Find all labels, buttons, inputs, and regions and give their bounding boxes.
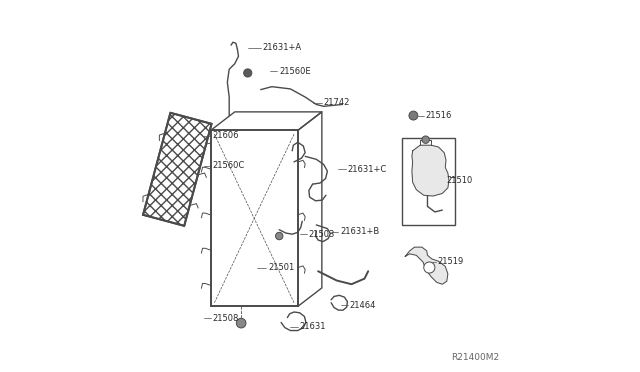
Text: 21606: 21606 (212, 131, 239, 141)
Circle shape (422, 136, 429, 143)
Text: 21508: 21508 (212, 314, 239, 323)
Text: 21519: 21519 (438, 257, 464, 266)
Circle shape (244, 69, 252, 77)
Text: 21631+A: 21631+A (262, 42, 301, 51)
Text: 21516: 21516 (426, 111, 452, 120)
Text: 21560E: 21560E (279, 67, 311, 76)
Text: 21560C: 21560C (212, 161, 244, 170)
Text: 21510: 21510 (446, 176, 472, 185)
Text: 21503: 21503 (309, 230, 335, 239)
Polygon shape (412, 145, 449, 196)
Text: 21742: 21742 (324, 98, 350, 107)
Polygon shape (143, 113, 212, 226)
Circle shape (424, 262, 435, 273)
Circle shape (276, 232, 283, 240)
Polygon shape (405, 247, 448, 284)
Bar (401, 138, 455, 225)
Bar (211, 131, 298, 307)
Text: 21631: 21631 (300, 322, 326, 331)
Text: 21631+B: 21631+B (340, 227, 380, 236)
Circle shape (409, 111, 418, 120)
Text: 21501: 21501 (268, 263, 294, 272)
Circle shape (236, 318, 246, 328)
Text: R21400M2: R21400M2 (452, 353, 500, 362)
Text: 21464: 21464 (349, 301, 376, 310)
Text: 21631+C: 21631+C (348, 165, 387, 174)
